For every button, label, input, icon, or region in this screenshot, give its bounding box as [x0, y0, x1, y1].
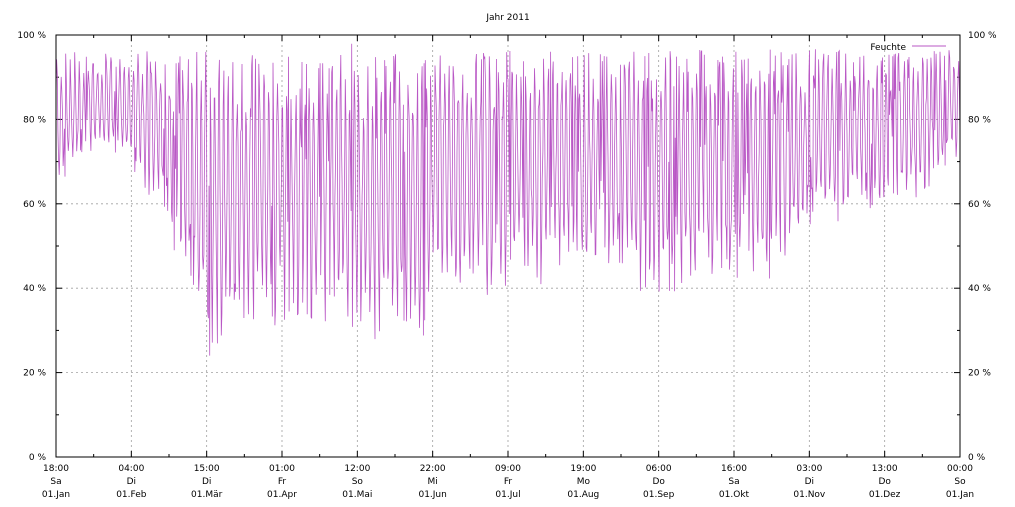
x-tick-label-weekday: Fr [504, 477, 513, 487]
x-tick-label-weekday: Mi [428, 477, 438, 487]
series-layer [55, 43, 961, 356]
y-tick-label-right: 100 % [968, 31, 997, 41]
x-tick-label-time: 09:00 [495, 464, 521, 474]
x-tick-label-weekday: Sa [728, 477, 739, 487]
x-tick-label-date: 01.Aug [567, 490, 599, 500]
x-tick-label-time: 18:00 [43, 464, 69, 474]
legend: Feuchte [870, 43, 946, 53]
x-tick-label-date: 01.Okt [719, 490, 750, 500]
y-tick-label-left: 60 % [23, 200, 46, 210]
x-tick-label-date: 01.Sep [643, 490, 675, 500]
x-tick-label-date: 01.Dez [869, 490, 901, 500]
x-tick-label-weekday: So [352, 477, 364, 487]
x-tick-label-date: 01.Feb [116, 490, 147, 500]
x-tick-label-date: 01.Mär [191, 490, 223, 500]
y-axis-ticks: 0 % 0 % 20 % 20 % 40 % 40 % 60 % 60 % 80 % 80 % 10… [17, 31, 997, 463]
x-tick-label-weekday: Fr [278, 477, 287, 487]
x-tick-label-weekday: So [954, 477, 966, 487]
x-tick-label-time: 06:00 [646, 464, 672, 474]
x-tick-label-time: 04:00 [118, 464, 144, 474]
x-tick-label-weekday: Di [202, 477, 211, 487]
chart-title: Jahr 2011 [485, 13, 529, 23]
y-tick-label-right: 60 % [968, 200, 991, 210]
x-tick-label-weekday: Mo [577, 477, 591, 487]
y-tick-label-left: 20 % [23, 369, 46, 379]
y-tick-label-right: 0 % [968, 453, 986, 463]
x-tick-label-weekday: Do [878, 477, 891, 487]
y-tick-label-right: 80 % [968, 115, 991, 125]
x-tick-label-time: 03:00 [796, 464, 822, 474]
x-tick-label-date: 01.Apr [267, 490, 297, 500]
x-tick-label-time: 19:00 [570, 464, 596, 474]
x-tick-label-date: 01.Jan [42, 490, 70, 500]
x-tick-label-date: 01.Jan [946, 490, 974, 500]
y-tick-label-left: 100 % [17, 31, 46, 41]
plot-frame [55, 34, 961, 458]
x-tick-label-weekday: Sa [50, 477, 61, 487]
x-tick-label-date: 01.Nov [793, 490, 826, 500]
x-tick-label-time: 00:00 [947, 464, 973, 474]
x-tick-label-date: 01.Jul [495, 490, 520, 500]
y-tick-label-right: 20 % [968, 369, 991, 379]
x-tick-label-time: 01:00 [269, 464, 295, 474]
x-tick-label-time: 15:00 [194, 464, 220, 474]
series-line-feuchte [55, 43, 961, 356]
y-tick-label-left: 80 % [23, 115, 46, 125]
x-tick-label-date: 01.Mai [342, 490, 372, 500]
x-tick-label-time: 13:00 [872, 464, 898, 474]
y-tick-label-right: 40 % [968, 284, 991, 294]
y-tick-label-left: 40 % [23, 284, 46, 294]
x-tick-label-time: 12:00 [344, 464, 370, 474]
legend-label-feuchte: Feuchte [870, 43, 906, 53]
y-tick-label-left: 0 % [29, 453, 47, 463]
x-tick-label-time: 16:00 [721, 464, 747, 474]
x-tick-label-time: 22:00 [420, 464, 446, 474]
x-axis-ticks: 18:00 Sa 01.Jan 04:00 Di 01.Feb 15:00 Di 01.Mär 0… [42, 35, 974, 500]
x-tick-label-weekday: Di [127, 477, 136, 487]
x-tick-label-weekday: Do [652, 477, 665, 487]
x-tick-label-date: 01.Jun [418, 490, 446, 500]
x-tick-label-weekday: Di [805, 477, 814, 487]
